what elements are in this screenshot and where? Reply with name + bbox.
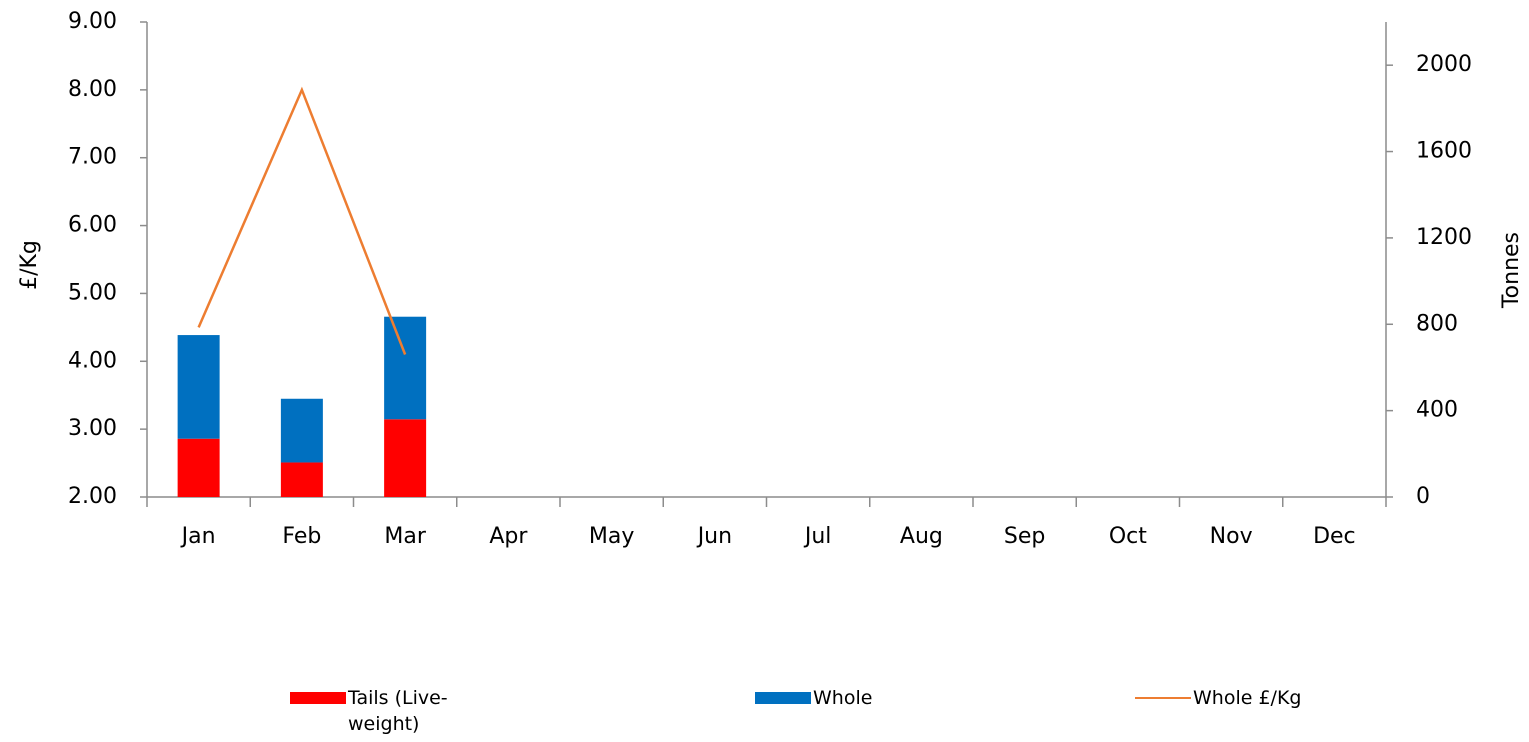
legend-swatch xyxy=(755,692,811,704)
x-tick-label: Jan xyxy=(180,524,216,549)
y2-axis-title: Tonnes xyxy=(1499,232,1524,309)
line-series xyxy=(197,86,407,355)
bar xyxy=(384,316,427,420)
x-tick-label: Jun xyxy=(696,524,732,549)
legend-label: Whole £/Kg xyxy=(1193,687,1302,709)
y-tick-label: 7.00 xyxy=(68,145,117,170)
legend-label: Whole xyxy=(813,687,873,709)
y2-tick-label: 800 xyxy=(1416,311,1458,336)
y-tick-label: 6.00 xyxy=(68,213,117,238)
y-tick-label: 5.00 xyxy=(68,280,117,305)
bar xyxy=(177,335,220,439)
x-tick-label: May xyxy=(589,524,634,549)
x-tick-label: Oct xyxy=(1109,524,1147,549)
x-tick-label: Nov xyxy=(1210,524,1253,549)
x-tick-label: Apr xyxy=(489,524,528,549)
bar xyxy=(280,462,323,497)
x-tick-label: Sep xyxy=(1004,524,1045,549)
legend-swatch xyxy=(1135,697,1191,699)
y-axis-title: £/Kg xyxy=(17,240,42,290)
y2-tick-label: 400 xyxy=(1416,398,1458,423)
legend-swatch xyxy=(290,692,346,704)
legend-label: Tails (Live-weight) xyxy=(348,687,448,735)
bar xyxy=(280,398,323,463)
y2-tick-label: 2000 xyxy=(1416,52,1472,77)
x-tick-label: Mar xyxy=(384,524,426,549)
x-tick-label: Jul xyxy=(803,524,832,549)
y2-tick-label: 1200 xyxy=(1416,225,1472,250)
y-tick-label: 9.00 xyxy=(68,9,117,34)
x-tick-label: Aug xyxy=(900,524,943,549)
bar xyxy=(177,438,220,497)
y2-tick-label: 1600 xyxy=(1416,139,1472,164)
y-tick-label: 2.00 xyxy=(68,484,117,509)
x-tick-label: Feb xyxy=(282,524,321,549)
y2-tick-label: 0 xyxy=(1416,484,1430,509)
y-tick-label: 3.00 xyxy=(68,416,117,441)
y-tick-label: 8.00 xyxy=(68,77,117,102)
x-tick-label: Dec xyxy=(1313,524,1356,549)
y-tick-label: 4.00 xyxy=(68,348,117,373)
bar xyxy=(384,419,427,497)
